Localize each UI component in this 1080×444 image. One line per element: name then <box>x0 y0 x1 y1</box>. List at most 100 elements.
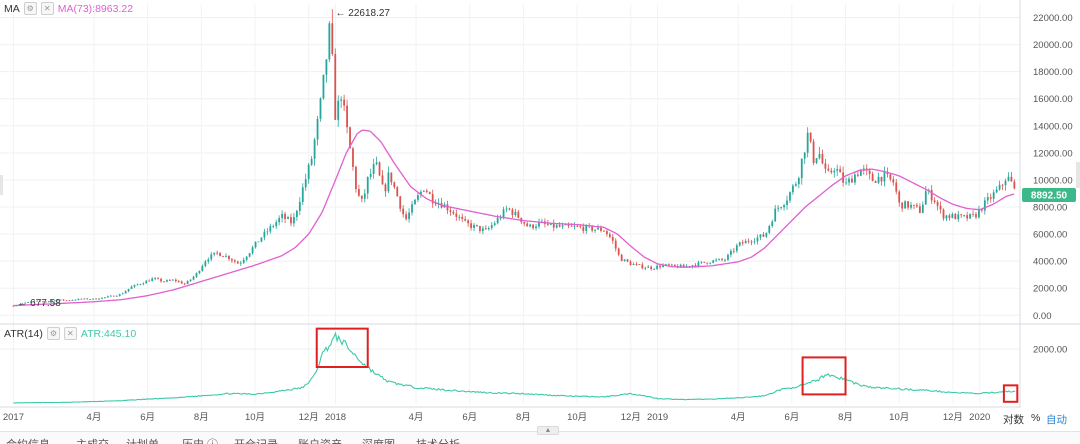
annotation-box <box>315 327 369 369</box>
time-tick-label: 4月 <box>731 412 746 423</box>
candle-body <box>768 225 771 233</box>
candle-body <box>620 254 623 262</box>
candle-body <box>27 302 30 303</box>
candle-body <box>171 279 174 281</box>
gear-icon[interactable]: ⚙ <box>46 327 60 340</box>
candle-body <box>83 298 86 300</box>
left-panel-handle[interactable] <box>0 175 3 195</box>
candle-body <box>930 189 933 201</box>
tab-technical-analysis[interactable]: 技术分析 <box>416 436 460 444</box>
candle-body <box>484 228 487 230</box>
candle-body <box>889 174 892 180</box>
tab-plan-orders[interactable]: 计划单 <box>126 436 159 444</box>
candle-body <box>357 189 360 196</box>
candle-body <box>1010 176 1013 182</box>
gear-icon[interactable]: ⚙ <box>23 2 37 15</box>
candle-body <box>375 162 378 165</box>
candle-body <box>47 301 50 303</box>
candle-body <box>340 99 343 101</box>
candle-body <box>154 278 157 280</box>
tab-contract-info[interactable]: 合约信息 <box>6 436 50 444</box>
tab-history[interactable]: 历史 ⓘ <box>182 436 218 444</box>
percent-scale-toggle[interactable]: % <box>1031 412 1041 424</box>
candle-body <box>576 226 579 227</box>
bottom-tab-bar: 合约信息 主成交 计划单 历史 ⓘ 开仓记录 账户资产 深度图 技术分析 <box>0 431 1080 444</box>
candle-body <box>189 279 192 281</box>
candle-body <box>774 208 777 222</box>
candle-body <box>951 213 954 218</box>
candle-body <box>821 153 824 164</box>
close-icon[interactable]: ✕ <box>63 327 77 340</box>
candle-body <box>833 170 836 173</box>
candle-body <box>505 208 508 210</box>
candle-body <box>747 240 750 242</box>
tab-open-records[interactable]: 开仓记录 <box>234 436 278 444</box>
right-panel-handle[interactable] <box>1076 162 1080 188</box>
candle-body <box>378 162 381 176</box>
candle-body <box>591 225 594 231</box>
candle-body <box>68 300 71 302</box>
candle-body <box>30 301 33 303</box>
candle-body <box>995 189 998 193</box>
candle-body <box>222 256 224 257</box>
candle-body <box>700 261 703 263</box>
auto-scale-toggle[interactable]: 自动 <box>1046 414 1067 426</box>
candle-body <box>585 225 588 231</box>
candle-body <box>393 182 396 188</box>
candle-body <box>830 170 833 173</box>
candle-body <box>331 23 334 55</box>
candle-body <box>644 267 647 269</box>
candle-body <box>381 175 384 185</box>
time-tick-label: 6月 <box>784 412 799 423</box>
tab-main-trades[interactable]: 主成交 <box>76 436 109 444</box>
candle-body <box>623 259 626 262</box>
candle-body <box>777 207 780 209</box>
candlestick-series <box>12 9 1016 307</box>
candle-body <box>473 224 475 228</box>
candle-body <box>662 264 664 268</box>
candle-body <box>490 225 493 229</box>
candle-body <box>476 224 478 226</box>
price-low-label: ← 677.58 <box>17 298 61 309</box>
candle-body <box>1013 181 1016 189</box>
candle-body <box>210 254 213 260</box>
candle-body <box>124 291 127 294</box>
candle-body <box>89 299 92 301</box>
candle-body <box>53 300 56 302</box>
tab-depth-chart[interactable]: 深度图 <box>362 436 395 444</box>
candle-body <box>567 224 570 226</box>
candle-body <box>121 293 124 295</box>
time-tick-label: 8月 <box>516 412 531 423</box>
price-tick-label: 22000.00 <box>1033 13 1073 24</box>
candle-body <box>650 266 653 270</box>
tab-account-assets[interactable]: 账户资产 <box>298 436 342 444</box>
candle-body <box>806 132 809 153</box>
candle-body <box>45 301 47 303</box>
candle-body <box>600 227 602 231</box>
close-icon[interactable]: ✕ <box>40 2 54 15</box>
candle-body <box>635 264 638 265</box>
candle-body <box>836 169 839 171</box>
candle-body <box>800 158 803 179</box>
candle-body <box>174 279 177 282</box>
atr-tick-label: 2000.00 <box>1033 345 1067 356</box>
time-tick-label: 12月 <box>943 412 963 423</box>
collapse-panel-button[interactable]: ▲ <box>537 426 559 435</box>
candle-body <box>254 241 257 248</box>
candle-body <box>272 226 275 227</box>
candle-body <box>458 216 461 218</box>
grid-layer <box>0 4 1020 404</box>
candle-body <box>608 234 611 237</box>
candle-body <box>414 199 416 205</box>
candle-body <box>269 226 272 232</box>
candle-body <box>195 273 198 277</box>
candle-body <box>1007 176 1010 181</box>
candle-body <box>741 242 744 244</box>
time-tick-label: 6月 <box>462 412 477 423</box>
price-tick-label: 8000.00 <box>1033 203 1067 214</box>
candle-body <box>316 118 319 140</box>
log-scale-toggle[interactable]: 对数 <box>1003 414 1024 426</box>
candle-body <box>322 74 325 99</box>
price-tick-label: 12000.00 <box>1033 148 1073 159</box>
